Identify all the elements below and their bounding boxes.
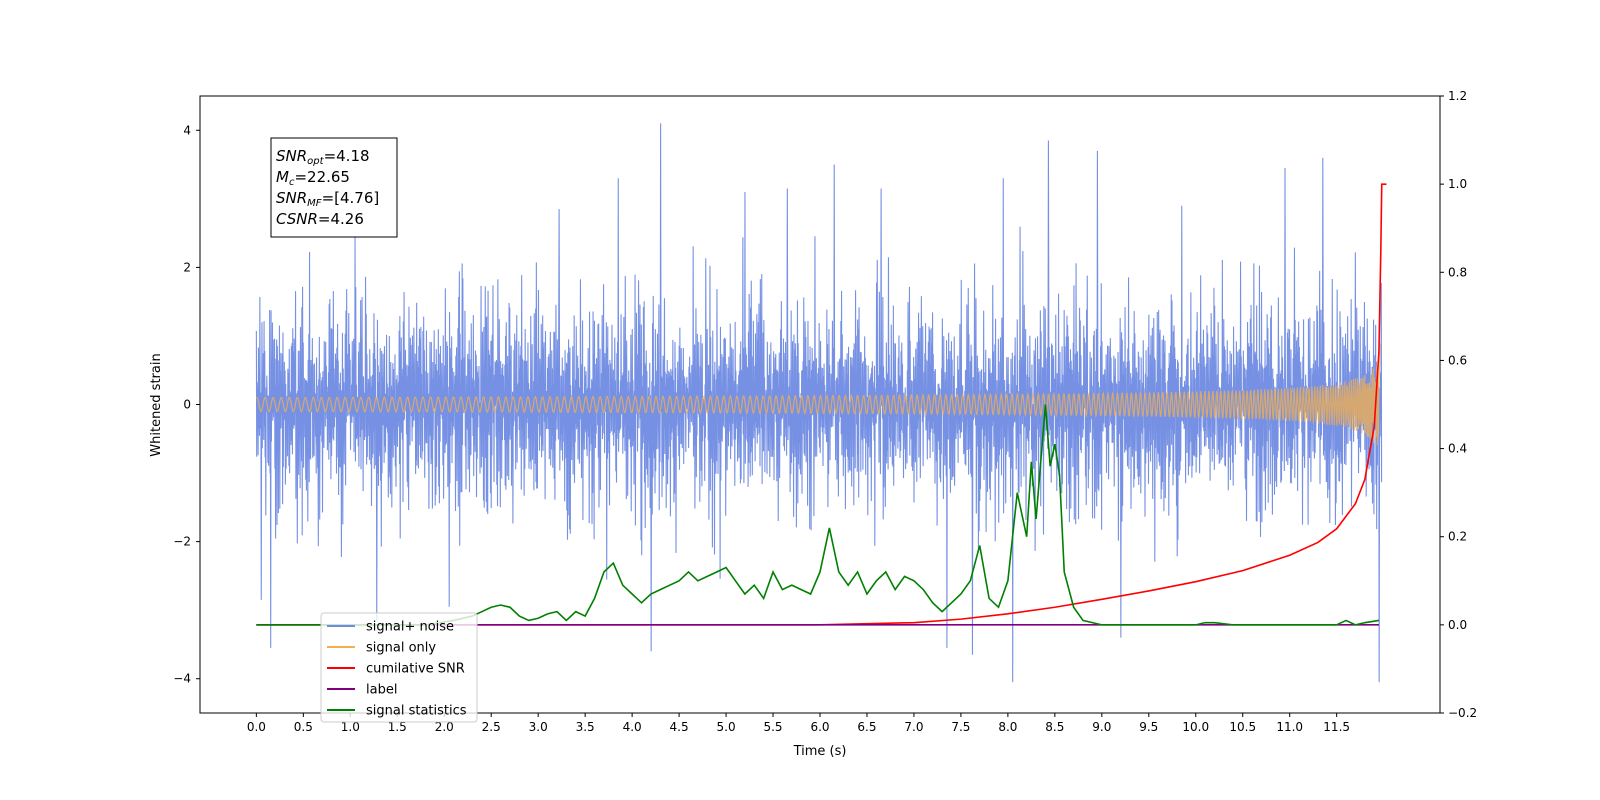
annotation-line: SNRopt=4.18 bbox=[276, 147, 370, 167]
x-tick-label: 10.0 bbox=[1182, 720, 1209, 734]
x-tick-label: 6.0 bbox=[810, 720, 829, 734]
x-tick-label: 2.5 bbox=[482, 720, 501, 734]
x-tick-label: 10.5 bbox=[1229, 720, 1256, 734]
series-layer bbox=[255, 123, 1387, 683]
annotation-line: SNRMF=[4.76] bbox=[276, 189, 379, 209]
x-tick-label: 8.5 bbox=[1045, 720, 1064, 734]
x-tick-label: 7.5 bbox=[951, 720, 970, 734]
x-axis: 0.0 0.5 1.0 1.5 2.0 2.5 3.0 3.5 4.0 4.5 5.0 5.5 6.0 6… bbox=[247, 713, 1350, 734]
y-right-tick-label: 0.8 bbox=[1448, 265, 1467, 279]
series-signal-only bbox=[255, 342, 1382, 446]
x-tick-label: 1.5 bbox=[388, 720, 407, 734]
x-tick-label: 4.0 bbox=[623, 720, 642, 734]
x-tick-label: 1.0 bbox=[341, 720, 360, 734]
x-tick-label: 2.0 bbox=[435, 720, 454, 734]
x-tick-label: 4.5 bbox=[670, 720, 689, 734]
x-axis-label: Time (s) bbox=[793, 744, 847, 759]
y-left-tick-label: −2 bbox=[173, 535, 191, 549]
y-left-tick-label: 2 bbox=[183, 260, 191, 274]
y-left-tick-label: 4 bbox=[183, 123, 191, 137]
legend: signal+ noise signal only cumilative SNR la… bbox=[320, 612, 478, 723]
y-right-tick-label: 0.2 bbox=[1448, 530, 1467, 544]
series-cumilative-snr bbox=[256, 183, 1387, 626]
y-axis-label-left: Whitened strain bbox=[149, 353, 164, 456]
series-line bbox=[256, 183, 1387, 626]
legend-label: signal statistics bbox=[366, 704, 467, 719]
x-tick-label: 11.0 bbox=[1276, 720, 1303, 734]
y-right-tick-label: 0.0 bbox=[1448, 618, 1467, 632]
y-right-tick-label: −0.2 bbox=[1448, 706, 1477, 720]
y-right-tick-label: 1.0 bbox=[1448, 177, 1467, 191]
legend-label: label bbox=[366, 683, 397, 698]
x-tick-label: 9.5 bbox=[1139, 720, 1158, 734]
series-line bbox=[255, 342, 1382, 446]
y-right-tick-label: 1.2 bbox=[1448, 89, 1467, 103]
y-left-tick-label: 0 bbox=[183, 398, 191, 412]
x-tick-label: 0.5 bbox=[294, 720, 313, 734]
series-signal-noise bbox=[255, 123, 1383, 683]
legend-label: signal only bbox=[366, 641, 436, 656]
legend-label: cumilative SNR bbox=[366, 662, 465, 677]
x-tick-label: 11.5 bbox=[1323, 720, 1350, 734]
x-tick-label: 3.0 bbox=[529, 720, 548, 734]
y-right-tick-label: 0.6 bbox=[1448, 353, 1467, 367]
y-axis-left: −4 −2 0 2 4 bbox=[173, 123, 200, 686]
x-tick-label: 5.0 bbox=[717, 720, 736, 734]
series-line bbox=[256, 404, 1380, 626]
series-line bbox=[255, 123, 1383, 683]
legend-label: signal+ noise bbox=[366, 620, 454, 635]
legend-frame bbox=[320, 612, 478, 723]
y-right-tick-label: 0.4 bbox=[1448, 442, 1467, 456]
series-signal-statistics bbox=[256, 404, 1380, 626]
annotation-line: Mc=22.65 bbox=[276, 168, 350, 188]
x-tick-label: 9.0 bbox=[1092, 720, 1111, 734]
x-tick-label: 3.5 bbox=[576, 720, 595, 734]
y-axis-right: −0.2 0.0 0.2 0.4 0.6 0.8 1.0 1.2 bbox=[1440, 89, 1477, 720]
annotation-frame bbox=[270, 137, 398, 238]
x-tick-label: 5.5 bbox=[763, 720, 782, 734]
x-tick-label: 6.5 bbox=[857, 720, 876, 734]
annotation-line: CSNR=4.26 bbox=[276, 210, 364, 228]
x-tick-label: 7.0 bbox=[904, 720, 923, 734]
y-left-tick-label: −4 bbox=[173, 672, 191, 686]
x-tick-label: 8.0 bbox=[998, 720, 1017, 734]
x-tick-label: 0.0 bbox=[247, 720, 266, 734]
